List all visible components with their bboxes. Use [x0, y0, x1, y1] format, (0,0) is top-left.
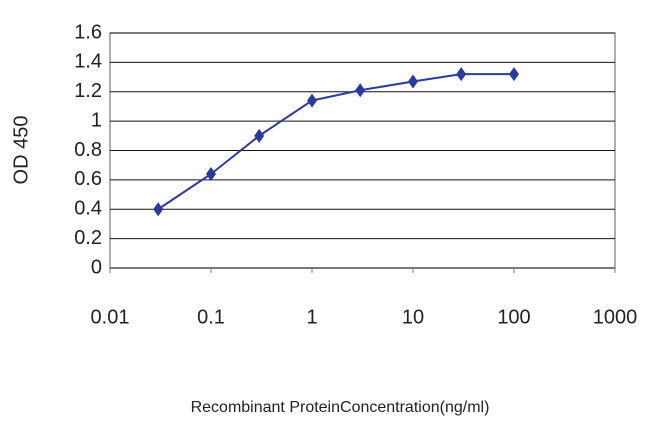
- y-tick-label: 1: [91, 109, 102, 131]
- x-tick-label: 10: [402, 306, 424, 328]
- y-tick-label: 0.4: [74, 198, 102, 220]
- x-tick-label: 0.1: [197, 306, 225, 328]
- y-tick-label: 1.4: [74, 51, 102, 73]
- y-axis-label: OD 450: [10, 116, 32, 185]
- data-point: [456, 67, 467, 82]
- y-tick-label: 0.8: [74, 139, 102, 161]
- data-point: [408, 74, 418, 89]
- data-point: [153, 202, 164, 217]
- data-point: [307, 93, 317, 108]
- x-tick-label: 1000: [593, 306, 638, 328]
- x-axis-label: Recombinant ProteinConcentration(ng/ml): [191, 399, 490, 416]
- data-point: [254, 128, 265, 143]
- y-tick-label: 1.6: [74, 21, 102, 43]
- y-tick-label: 1.2: [74, 80, 102, 102]
- x-tick-label: 100: [497, 306, 530, 328]
- data-point: [355, 83, 366, 98]
- data-point: [206, 167, 216, 181]
- y-tick-label: 0.2: [74, 227, 102, 249]
- y-tick-label: 0.6: [74, 168, 102, 190]
- y-tick-label: 0: [91, 256, 102, 278]
- data-point: [509, 67, 519, 82]
- data-line: [157, 73, 514, 211]
- x-tick-label: 0.01: [91, 306, 130, 328]
- x-tick-label: 1: [306, 306, 317, 328]
